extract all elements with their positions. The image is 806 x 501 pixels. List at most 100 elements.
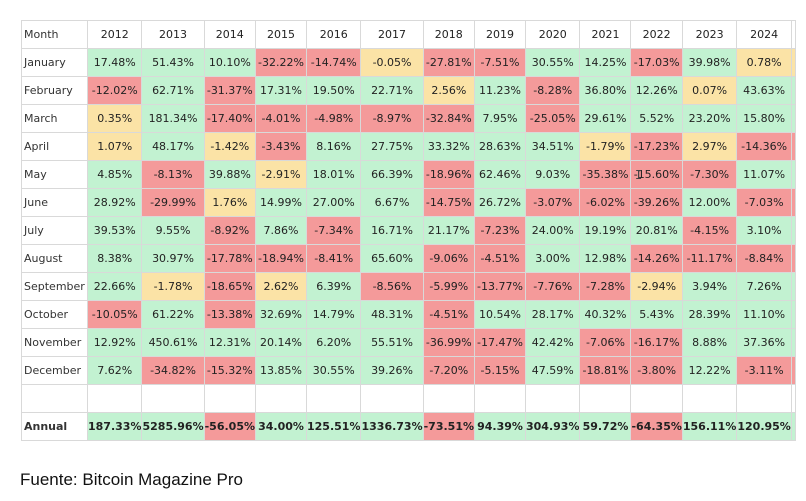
year-header: 2022	[630, 20, 683, 49]
return-cell: 17.48%	[86, 48, 143, 77]
return-cell: -32.84%	[422, 104, 476, 133]
spacer-cell	[681, 384, 738, 413]
month-row: November 12.92% 450.61% 12.31% 20.14% 6.20% 55…	[21, 328, 796, 357]
return-cell: 39.98%	[681, 48, 738, 77]
return-cell: -17.03%	[630, 48, 683, 77]
month-row: October -10.05% 61.22% -13.38% 32.69% 14.79% 4…	[21, 300, 796, 329]
annual-return-cell: -73.51%	[422, 412, 476, 441]
return-cell: -27.81%	[422, 48, 476, 77]
edge-cell	[790, 384, 796, 413]
return-cell: -4.51%	[422, 300, 476, 329]
edge-cell	[790, 216, 796, 245]
spacer-cell	[579, 384, 632, 413]
return-cell: -7.51%	[474, 48, 526, 77]
return-cell: 13.85%	[255, 356, 307, 385]
return-cell: -3.80%	[630, 356, 683, 385]
annual-return-cell: 120.95%	[736, 412, 792, 441]
return-cell: 2.56%	[422, 76, 476, 105]
return-cell: 28.63%	[474, 132, 526, 161]
return-cell: 21.17%	[422, 216, 476, 245]
return-cell: 11.23%	[474, 76, 526, 105]
return-cell: 39.26%	[360, 356, 424, 385]
annual-row: Annual 187.33% 5285.96% -56.05% 34.00% 125.51…	[21, 412, 796, 441]
return-cell: -29.99%	[141, 188, 205, 217]
edge-cell	[790, 132, 796, 161]
return-cell: -8.56%	[360, 272, 424, 301]
return-cell: 2.62%	[255, 272, 307, 301]
return-cell: -3.11%	[736, 356, 792, 385]
annual-return-cell: -64.35%	[630, 412, 683, 441]
return-cell: -14.75%	[422, 188, 476, 217]
return-cell: 34.51%	[524, 132, 581, 161]
return-cell: -12.02%	[86, 76, 143, 105]
return-cell: 12.98%	[579, 244, 632, 273]
return-cell: -5.15%	[474, 356, 526, 385]
return-cell: 1.07%	[86, 132, 143, 161]
return-cell: 48.31%	[360, 300, 424, 329]
return-cell: 0.07%	[681, 76, 738, 105]
return-cell: -7.03%	[736, 188, 792, 217]
year-header: 2014	[203, 20, 257, 49]
return-cell: 20.14%	[255, 328, 307, 357]
header-row: Month 2012 2013 2014 2015 2016 2017 2018 2019 202…	[21, 20, 796, 49]
return-cell: -4.01%	[255, 104, 307, 133]
spacer-cell	[255, 384, 307, 413]
return-cell: -0.05%	[360, 48, 424, 77]
return-cell: -13.77%	[474, 272, 526, 301]
return-cell: -7.34%	[305, 216, 362, 245]
return-cell: -17.23%	[630, 132, 683, 161]
return-cell: -7.76%	[524, 272, 581, 301]
return-cell: 9.55%	[141, 216, 205, 245]
month-label: April	[21, 132, 88, 161]
text-cursor-icon: I	[635, 168, 643, 182]
return-cell: 1.76%	[203, 188, 257, 217]
source-caption: Fuente: Bitcoin Magazine Pro	[20, 470, 244, 489]
return-cell: 27.00%	[305, 188, 362, 217]
return-cell: 28.92%	[86, 188, 143, 217]
return-cell: -8.13%	[141, 160, 205, 189]
return-cell: 12.31%	[203, 328, 257, 357]
annual-return-cell: 156.11%	[681, 412, 738, 441]
month-label: December	[21, 356, 88, 385]
return-cell: 0.35%	[86, 104, 143, 133]
return-cell: -35.38%	[579, 160, 632, 189]
year-header: 2015	[255, 20, 307, 49]
return-cell: 3.10%	[736, 216, 792, 245]
return-cell: -2.91%	[255, 160, 307, 189]
return-cell: 26.72%	[474, 188, 526, 217]
return-cell: -15.32%	[203, 356, 257, 385]
return-cell: -7.28%	[579, 272, 632, 301]
year-header: 2019	[474, 20, 526, 49]
edge-cell	[790, 300, 796, 329]
month-row: May 4.85% -8.13% 39.88% -2.91% 18.01% 66.39% -1…	[21, 160, 796, 189]
return-cell: 42.42%	[524, 328, 581, 357]
month-row: September 22.66% -1.78% -18.65% 2.62% 6.39% -8…	[21, 272, 796, 301]
return-cell: 3.94%	[681, 272, 738, 301]
month-row: January 17.48% 51.43% 10.10% -32.22% -14.74% -…	[21, 48, 796, 77]
return-cell: 4.85%	[86, 160, 143, 189]
edge-cell	[790, 356, 796, 385]
return-cell: 37.36%	[736, 328, 792, 357]
month-row: April 1.07% 48.17% -1.42% -3.43% 8.16% 27.75% 3…	[21, 132, 796, 161]
year-header: 2024	[736, 20, 792, 49]
return-cell: -31.37%	[203, 76, 257, 105]
return-cell: 18.01%	[305, 160, 362, 189]
year-header: 2017	[360, 20, 424, 49]
edge-cell	[790, 160, 796, 189]
spacer-cell	[141, 384, 205, 413]
month-row: July 39.53% 9.55% -8.92% 7.86% -7.34% 16.71% 21…	[21, 216, 796, 245]
return-cell: 62.71%	[141, 76, 205, 105]
return-cell: 36.80%	[579, 76, 632, 105]
return-cell: 39.53%	[86, 216, 143, 245]
return-cell: 14.99%	[255, 188, 307, 217]
return-cell: 12.00%	[681, 188, 738, 217]
year-header: 2020	[524, 20, 581, 49]
month-row: June 28.92% -29.99% 1.76% 14.99% 27.00% 6.67% -…	[21, 188, 796, 217]
edge-cell	[790, 188, 796, 217]
edge-cell	[790, 104, 796, 133]
return-cell: -15.60%	[630, 160, 683, 189]
return-cell: 32.69%	[255, 300, 307, 329]
year-header: 2021	[579, 20, 632, 49]
return-cell: -16.17%	[630, 328, 683, 357]
return-cell: 12.22%	[681, 356, 738, 385]
